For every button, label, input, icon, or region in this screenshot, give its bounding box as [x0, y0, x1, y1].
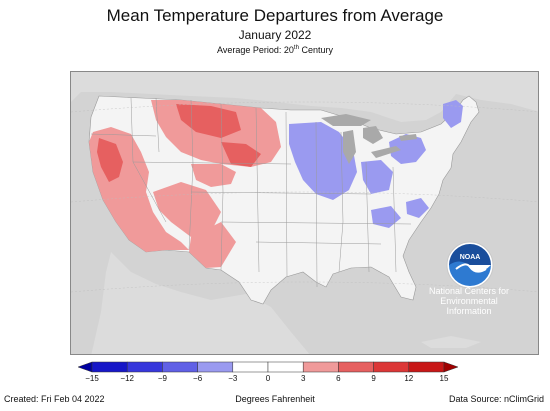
colorbar-tick-label: −6 [193, 374, 203, 383]
warm-montana-core [176, 104, 241, 138]
colorbar-bin [408, 361, 445, 373]
colorbar-tick-label: 0 [265, 374, 271, 383]
temperature-departure-map [70, 71, 539, 355]
lake-superior [321, 114, 371, 126]
created-date: Created: Fri Feb 04 2022 [4, 394, 105, 404]
temperature-colorbar [78, 361, 458, 373]
colorbar-bin [373, 361, 410, 373]
canada-land [71, 72, 538, 122]
average-period-label: Average Period: 20th Century [0, 45, 550, 55]
colorbar-tick-label: −9 [157, 374, 167, 383]
cool-ohio-valley [361, 160, 393, 194]
colorbar-tick-label: −12 [120, 374, 134, 383]
colorbar-under-arrow [78, 361, 93, 373]
colorbar-bin [267, 361, 304, 373]
cool-carolinas [406, 198, 429, 218]
lake-huron [363, 126, 383, 144]
map-subtitle: January 2022 [238, 28, 312, 42]
warm-colorado [191, 164, 236, 187]
noaa-logo-icon: NOAA [446, 241, 494, 289]
colorbar-tick-label: −15 [85, 374, 99, 383]
warm-arizona [189, 222, 236, 268]
colorbar-tick-label: 3 [300, 374, 306, 383]
cool-upper-midwest [289, 122, 357, 200]
colorbar-over-arrow [443, 361, 458, 373]
colorbar-bin [338, 361, 374, 373]
map-svg [71, 72, 538, 354]
colorbar-bin [91, 361, 128, 373]
cool-tennessee [371, 206, 401, 228]
cuba-land [421, 336, 481, 348]
mexico-land [91, 252, 310, 354]
data-source: Data Source: nClimGrid [448, 394, 544, 404]
colorbar-bin [302, 361, 339, 373]
lake-erie [371, 146, 401, 158]
ncei-line-2: Environmental [440, 296, 498, 306]
colorbar-bin [197, 361, 234, 373]
warm-oregon-core [97, 138, 123, 182]
colorbar-tick-label: −3 [228, 374, 238, 383]
period-text: Average Period: 20 [217, 45, 294, 55]
map-title: Mean Temperature Departures from Average [106, 6, 444, 25]
noaa-logo-text: NOAA [460, 254, 481, 261]
colorbar-bin [162, 361, 198, 373]
period-sup: th [293, 45, 299, 51]
ncei-label: National Centers for Environmental Infor… [414, 286, 524, 316]
colorbar-tick-labels: −15 −12 −9 −6 −3 0 3 6 9 12 15 [0, 374, 550, 386]
colorbar-tick-label: 6 [336, 374, 341, 383]
cool-new-york [389, 134, 426, 164]
cool-maine [443, 100, 463, 128]
period-suffix: Century [298, 45, 333, 55]
warm-nevada-utah [153, 182, 221, 237]
ncei-line-1: National Centers for [428, 286, 510, 296]
colorbar-tick-label: 9 [371, 374, 376, 383]
colorbar-bin [126, 361, 163, 373]
colorbar-tick-label: 12 [404, 374, 414, 383]
colorbar-bin [232, 361, 269, 373]
state-boundaries [90, 97, 412, 288]
colorbar-tick-label: 15 [439, 374, 449, 383]
lake-michigan [343, 130, 356, 164]
lake-ontario [399, 134, 417, 141]
warm-wyoming-core [221, 142, 261, 167]
ncei-line-3: Information [446, 306, 492, 316]
unit-label: Degrees Fahrenheit [235, 394, 315, 404]
